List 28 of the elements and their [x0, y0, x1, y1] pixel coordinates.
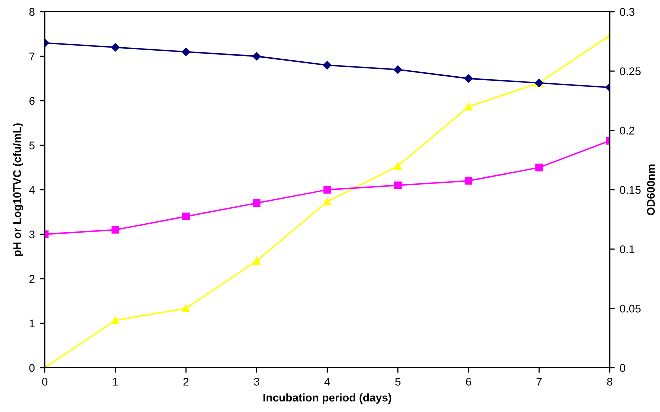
y-tick-label: 2 [30, 275, 35, 284]
x-tick-label: 6 [466, 378, 472, 386]
y-tick-label: 1 [30, 320, 35, 328]
y2-tick-label: 0.25 [620, 68, 641, 76]
y2-tick-label: 0.05 [620, 304, 641, 313]
x-tick-label: 3 [254, 378, 260, 386]
y-tick-label: 8 [30, 8, 35, 16]
y-axis-title: pH or Log10TVC (cfu/mL) [13, 124, 24, 256]
y2-tick-label: 0.1 [620, 246, 635, 254]
x-tick-label: 2 [184, 378, 189, 386]
x-tick-label: 8 [607, 378, 613, 386]
x-tick-label: 5 [395, 378, 401, 386]
y2-tick-label: 0.2 [620, 126, 635, 135]
y-tick-label: 6 [30, 97, 35, 106]
x-tick-label: 7 [536, 378, 542, 386]
y-tick-label: 4 [29, 186, 35, 194]
x-tick-label: 4 [324, 378, 330, 386]
y2-tick-label: 0 [620, 364, 626, 372]
x-tick-label: 0 [42, 378, 48, 386]
y2-tick-label: 0.15 [620, 186, 641, 194]
y2-tick-label: 0.3 [620, 8, 635, 16]
y-tick-label: 7 [30, 52, 35, 61]
x-tick-label: 1 [113, 378, 118, 386]
x-axis-title: Incubation period (days) [264, 394, 392, 404]
y-tick-label: 5 [30, 142, 35, 150]
y-tick-label: 3 [30, 230, 35, 239]
y2-axis-title: OD600nm [647, 164, 656, 216]
y-tick-label: 0 [30, 364, 35, 372]
